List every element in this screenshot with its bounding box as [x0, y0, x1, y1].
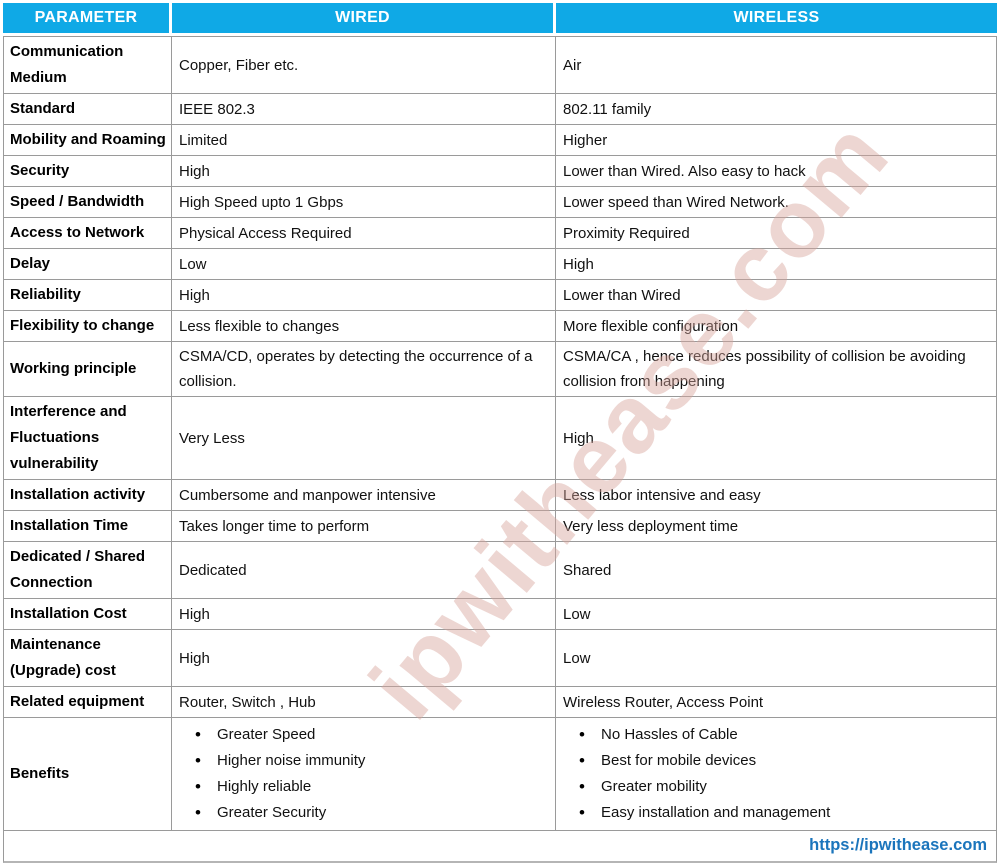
header-row: PARAMETER WIRED WIRELESS — [3, 3, 997, 36]
site-link[interactable]: https://ipwithease.com — [809, 836, 987, 854]
table-row: Maintenance (Upgrade) cost High Low — [3, 630, 997, 687]
table-row: Speed / Bandwidth High Speed upto 1 Gbps L… — [3, 187, 997, 218]
wireless-cell: Shared — [556, 542, 997, 599]
wired-cell: Cumbersome and manpower intensive — [172, 480, 556, 511]
param-cell: Speed / Bandwidth — [3, 187, 172, 218]
param-cell: Maintenance (Upgrade) cost — [3, 630, 172, 687]
param-cell: Flexibility to change — [3, 311, 172, 342]
param-cell: Installation Time — [3, 511, 172, 542]
param-cell: Interference and Fluctuations vulnerabil… — [3, 397, 172, 480]
wireless-cell: CSMA/CA , hence reduces possibility of c… — [556, 342, 997, 397]
param-cell: Dedicated / Shared Connection — [3, 542, 172, 599]
table-row: Communication Medium Copper, Fiber etc. Ai… — [3, 36, 997, 94]
wireless-cell: Low — [556, 599, 997, 630]
wireless-cell: High — [556, 397, 997, 480]
param-cell: Installation Cost — [3, 599, 172, 630]
wireless-cell: Lower than Wired — [556, 280, 997, 311]
wireless-cell: Low — [556, 630, 997, 687]
page: { "header": { "param": "PARAMETER", "wir… — [0, 0, 1000, 813]
table-row: Installation Time Takes longer time to pe… — [3, 511, 997, 542]
benefit-item: Easy installation and management — [563, 800, 989, 826]
table-header: PARAMETER WIRED WIRELESS — [3, 3, 997, 36]
wired-cell: Takes longer time to perform — [172, 511, 556, 542]
wireless-cell: No Hassles of CableBest for mobile devic… — [556, 718, 997, 831]
table-body: Communication Medium Copper, Fiber etc. Ai… — [3, 36, 997, 831]
param-cell: Access to Network — [3, 218, 172, 249]
wireless-cell: Very less deployment time — [556, 511, 997, 542]
wired-cell: Dedicated — [172, 542, 556, 599]
wired-cell: IEEE 802.3 — [172, 94, 556, 125]
wireless-cell: Lower than Wired. Also easy to hack — [556, 156, 997, 187]
comparison-table: PARAMETER WIRED WIRELESS Communication M… — [3, 3, 997, 863]
benefit-item: No Hassles of Cable — [563, 722, 989, 748]
wired-cell: Very Less — [172, 397, 556, 480]
wireless-cell: Higher — [556, 125, 997, 156]
table-row: Reliability High Lower than Wired — [3, 280, 997, 311]
header-cell-wireless: WIRELESS — [556, 3, 997, 36]
param-cell: Standard — [3, 94, 172, 125]
wireless-cell: 802.11 family — [556, 94, 997, 125]
benefit-item: Greater mobility — [563, 774, 989, 800]
benefit-item: Highly reliable — [179, 774, 548, 800]
wired-cell: High — [172, 280, 556, 311]
param-cell: Mobility and Roaming — [3, 125, 172, 156]
wired-cell: Low — [172, 249, 556, 280]
wireless-benefits-list: No Hassles of CableBest for mobile devic… — [563, 722, 989, 826]
table-row: Access to Network Physical Access Require… — [3, 218, 997, 249]
wired-cell: Greater SpeedHigher noise immunityHighly… — [172, 718, 556, 831]
wireless-cell: Air — [556, 36, 997, 94]
table-row: Related equipment Router, Switch , Hub Wir… — [3, 687, 997, 718]
wired-cell: Limited — [172, 125, 556, 156]
benefit-item: Higher noise immunity — [179, 748, 548, 774]
table-row: BenefitsGreater SpeedHigher noise immuni… — [3, 718, 997, 831]
header-cell-parameter: PARAMETER — [3, 3, 172, 36]
param-cell: Related equipment — [3, 687, 172, 718]
benefit-item: Greater Speed — [179, 722, 548, 748]
benefit-item: Greater Security — [179, 800, 548, 826]
table-row: Interference and Fluctuations vulnerabil… — [3, 397, 997, 480]
wired-cell: Router, Switch , Hub — [172, 687, 556, 718]
wired-cell: High Speed upto 1 Gbps — [172, 187, 556, 218]
wireless-cell: Less labor intensive and easy — [556, 480, 997, 511]
wired-cell: High — [172, 599, 556, 630]
wireless-cell: More flexible configuration — [556, 311, 997, 342]
wired-cell: CSMA/CD, operates by detecting the occur… — [172, 342, 556, 397]
table-row: Working principle CSMA/CD, operates by de… — [3, 342, 997, 397]
table-row: Standard IEEE 802.3 802.11 family — [3, 94, 997, 125]
table-row: Mobility and Roaming Limited Higher — [3, 125, 997, 156]
param-cell: Communication Medium — [3, 36, 172, 94]
param-cell: Security — [3, 156, 172, 187]
table-row: Installation activity Cumbersome and manp… — [3, 480, 997, 511]
wireless-cell: High — [556, 249, 997, 280]
wired-cell: Less flexible to changes — [172, 311, 556, 342]
table-footer: https://ipwithease.com — [3, 831, 997, 863]
param-cell: Benefits — [3, 718, 172, 831]
wireless-cell: Lower speed than Wired Network. — [556, 187, 997, 218]
param-cell: Working principle — [3, 342, 172, 397]
wired-cell: Physical Access Required — [172, 218, 556, 249]
param-cell: Reliability — [3, 280, 172, 311]
table-row: Delay Low High — [3, 249, 997, 280]
table-row: Dedicated / Shared Connection Dedicated Sh… — [3, 542, 997, 599]
footer-cell: https://ipwithease.com — [3, 831, 997, 863]
wireless-cell: Wireless Router, Access Point — [556, 687, 997, 718]
param-cell: Installation activity — [3, 480, 172, 511]
wired-cell: High — [172, 156, 556, 187]
table-row: Installation Cost High Low — [3, 599, 997, 630]
footer-row: https://ipwithease.com — [3, 831, 997, 863]
table-row: Flexibility to change Less flexible to ch… — [3, 311, 997, 342]
wired-cell: High — [172, 630, 556, 687]
wired-cell: Copper, Fiber etc. — [172, 36, 556, 94]
benefit-item: Best for mobile devices — [563, 748, 989, 774]
wireless-cell: Proximity Required — [556, 218, 997, 249]
table-row: Security High Lower than Wired. Also easy … — [3, 156, 997, 187]
header-cell-wired: WIRED — [172, 3, 556, 36]
param-cell: Delay — [3, 249, 172, 280]
wired-benefits-list: Greater SpeedHigher noise immunityHighly… — [179, 722, 548, 826]
